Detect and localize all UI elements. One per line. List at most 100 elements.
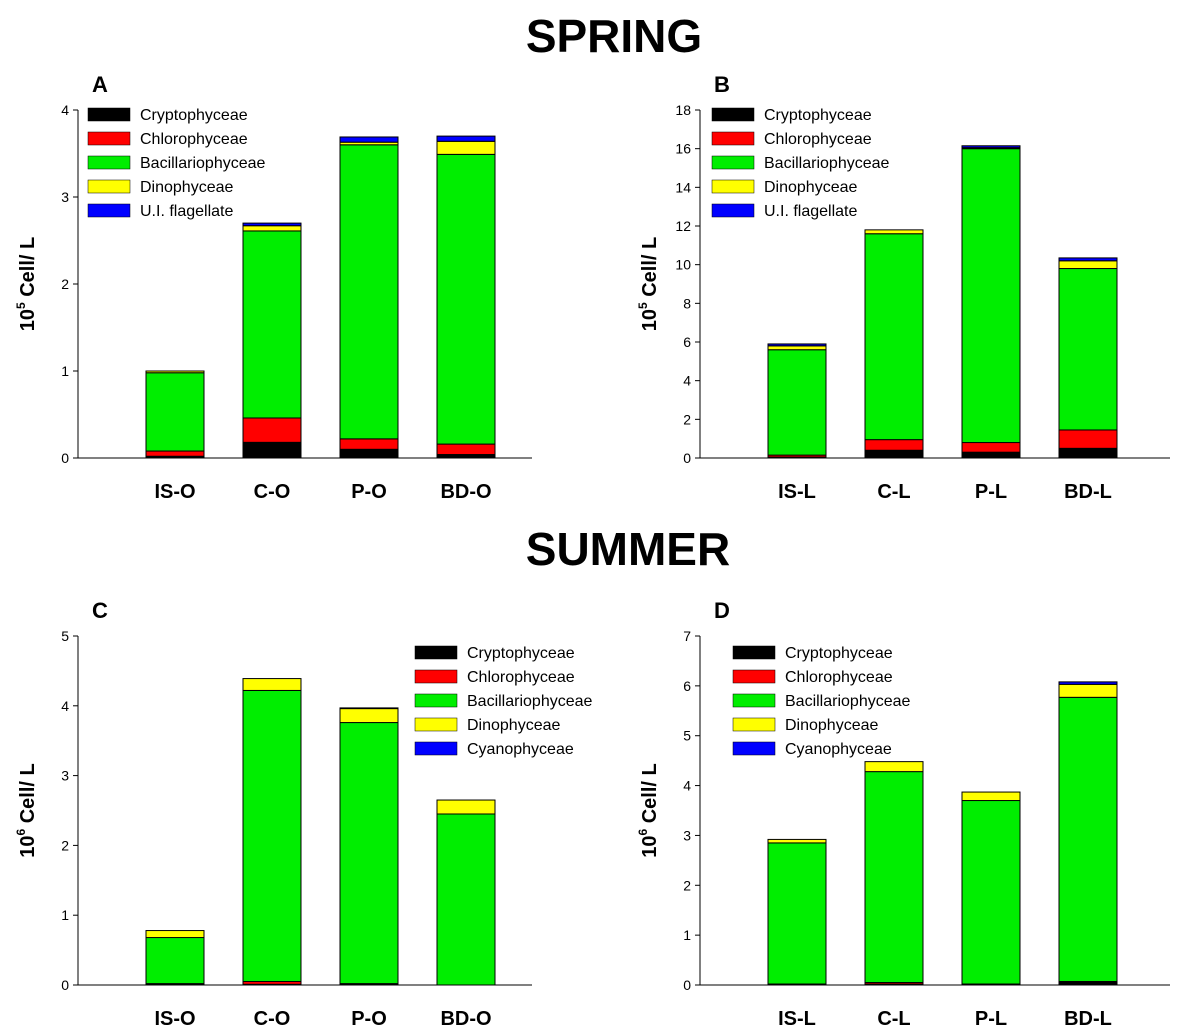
legend: Cryptophyceae Chlorophyceae Bacillariophyc… bbox=[87, 107, 266, 220]
legend-entry-label: Dinophyceae bbox=[467, 717, 561, 734]
y-tick-label: 4 bbox=[683, 778, 691, 794]
legend-entry-label: Dinophyceae bbox=[785, 717, 879, 734]
legend-swatch bbox=[414, 669, 458, 684]
y-axis-label-unit: Cell/ L bbox=[17, 763, 39, 829]
legend-swatch bbox=[732, 741, 776, 756]
y-axis-label-base: 10 bbox=[639, 836, 661, 858]
bar-segment-bacillariophyceae bbox=[145, 937, 205, 985]
bar-segment-u-i-flagellate bbox=[1058, 257, 1118, 262]
x-tick-label: C-L bbox=[877, 1008, 910, 1027]
bar-segment-u-i-flagellate bbox=[767, 343, 827, 347]
bar-segment-cryptophyceae bbox=[436, 454, 496, 459]
legend-swatch bbox=[414, 645, 458, 660]
x-tick-label: IS-O bbox=[154, 481, 195, 503]
bar-segment-bacillariophyceae bbox=[339, 144, 399, 440]
bar-segment-dinophyceae bbox=[145, 930, 205, 939]
y-tick-label: 1 bbox=[61, 907, 69, 923]
summer-heading: SUMMER bbox=[526, 523, 730, 575]
bar-segment-bacillariophyceae bbox=[767, 349, 827, 456]
legend-entry-label: Cryptophyceae bbox=[140, 107, 248, 124]
legend-swatch bbox=[87, 155, 131, 170]
y-tick-label: 4 bbox=[683, 373, 691, 389]
legend-entry-label: Dinophyceae bbox=[140, 179, 234, 196]
legend-entry-label: Chlorophyceae bbox=[467, 669, 575, 686]
panel-letter: D bbox=[714, 598, 730, 623]
bar-segment-dinophyceae bbox=[1058, 260, 1118, 270]
legend-entry-label: Bacillariophyceae bbox=[785, 693, 911, 710]
bar-segment-dinophyceae bbox=[767, 838, 827, 844]
y-tick-label: 18 bbox=[675, 102, 691, 118]
y-axis-label-exponent: 5 bbox=[14, 302, 28, 309]
bar-segment-bacillariophyceae bbox=[1058, 268, 1118, 431]
legend: Cryptophyceae Chlorophyceae Bacillariophyc… bbox=[711, 107, 890, 220]
bar-segment-bacillariophyceae bbox=[864, 771, 924, 984]
y-axis-label-unit: Cell/ L bbox=[639, 763, 661, 829]
y-tick-label: 3 bbox=[61, 768, 69, 784]
legend-entry-label: Cryptophyceae bbox=[764, 107, 872, 124]
y-tick-label: 2 bbox=[683, 877, 691, 893]
x-tick-label: P-L bbox=[975, 481, 1007, 503]
bar-segment-dinophyceae bbox=[1058, 683, 1118, 698]
bar-segment-chlorophyceae bbox=[864, 439, 924, 451]
legend-entry-label: Bacillariophyceae bbox=[467, 693, 593, 710]
bar-segment-dinophyceae bbox=[961, 791, 1021, 802]
legend-entry-label: Cyanophyceae bbox=[467, 741, 574, 758]
chart-panel-c: C 0 1 2 3 4 5 106 Cell/ L IS-O C-O P-O BD-O Cryptoph… bbox=[14, 598, 593, 1027]
x-tick-label: P-O bbox=[351, 481, 387, 503]
bar-segment-cyanophyceae bbox=[339, 707, 399, 710]
bar-segment-u-i-flagellate bbox=[436, 135, 496, 142]
legend-swatch bbox=[87, 107, 131, 122]
x-tick-label: C-O bbox=[254, 481, 291, 503]
bar-segment-dinophyceae bbox=[436, 140, 496, 155]
y-axis-label-base: 10 bbox=[17, 309, 39, 331]
bar-segment-bacillariophyceae bbox=[961, 800, 1021, 985]
panel-letter: C bbox=[92, 598, 108, 623]
bar-segment-bacillariophyceae bbox=[242, 230, 302, 419]
legend-swatch bbox=[711, 107, 755, 122]
y-tick-label: 12 bbox=[675, 218, 691, 234]
legend-swatch bbox=[732, 645, 776, 660]
legend-swatch bbox=[711, 203, 755, 218]
bar-segment-bacillariophyceae bbox=[767, 842, 827, 985]
bar-segment-chlorophyceae bbox=[339, 438, 399, 450]
x-tick-label: BD-O bbox=[440, 1008, 491, 1027]
bar-segment-u-i-flagellate bbox=[242, 222, 302, 227]
y-axis-label-base: 10 bbox=[639, 309, 661, 331]
legend-swatch bbox=[732, 693, 776, 708]
legend-entry-label: Cyanophyceae bbox=[785, 741, 892, 758]
chart-panel-a: A 0 1 2 3 4 105 Cell/ L IS-O C-O P-O BD-O Cryptophy… bbox=[14, 72, 532, 503]
legend-entry-label: Chlorophyceae bbox=[140, 131, 248, 148]
y-tick-label: 2 bbox=[683, 411, 691, 427]
y-axis-label-exponent: 5 bbox=[636, 302, 650, 309]
bar-segment-bacillariophyceae bbox=[242, 689, 302, 983]
legend-entry-label: Cryptophyceae bbox=[785, 645, 893, 662]
bar-segment-chlorophyceae bbox=[1058, 429, 1118, 449]
legend-entry-label: U.I. flagellate bbox=[140, 203, 233, 220]
bar-segment-u-i-flagellate bbox=[961, 145, 1021, 149]
y-tick-label: 0 bbox=[683, 450, 691, 466]
bar-segment-dinophyceae bbox=[242, 225, 302, 232]
legend-swatch bbox=[414, 693, 458, 708]
y-tick-label: 10 bbox=[675, 257, 691, 273]
legend-swatch bbox=[711, 155, 755, 170]
bar-segment-bacillariophyceae bbox=[339, 722, 399, 985]
y-tick-label: 2 bbox=[61, 276, 69, 292]
legend: Cryptophyceae Chlorophyceae Bacillariophyc… bbox=[732, 645, 911, 758]
y-tick-label: 2 bbox=[61, 837, 69, 853]
bar-segment-cryptophyceae bbox=[864, 449, 924, 459]
y-axis-label-exponent: 6 bbox=[636, 829, 650, 836]
spring-heading: SPRING bbox=[526, 10, 702, 62]
bar-segment-cyanophyceae bbox=[1058, 681, 1118, 685]
x-tick-label: IS-L bbox=[778, 1008, 816, 1027]
bar-segment-cryptophyceae bbox=[1058, 447, 1118, 459]
y-axis-label: 106 Cell/ L bbox=[14, 763, 39, 858]
y-tick-label: 5 bbox=[683, 728, 691, 744]
legend-entry-label: Bacillariophyceae bbox=[764, 155, 890, 172]
bar-segment-bacillariophyceae bbox=[436, 813, 496, 986]
x-tick-label: IS-O bbox=[154, 1008, 195, 1027]
bar-segment-bacillariophyceae bbox=[145, 372, 205, 452]
bar-segment-bacillariophyceae bbox=[436, 153, 496, 445]
bar-segment-dinophyceae bbox=[864, 229, 924, 235]
